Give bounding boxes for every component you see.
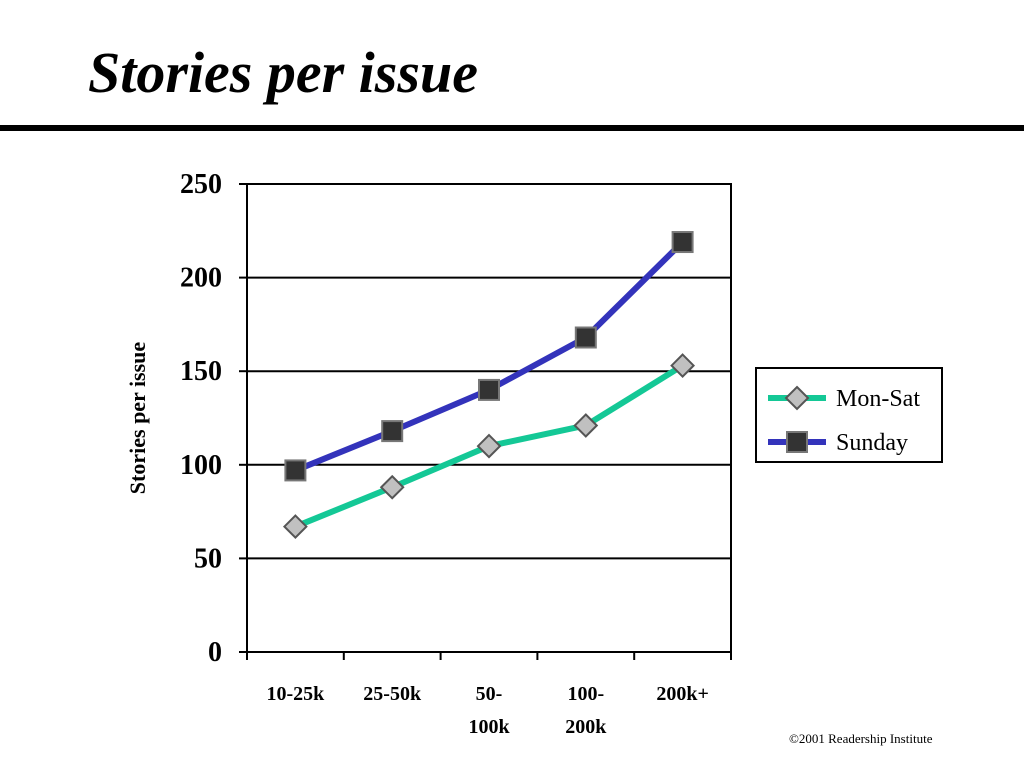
axes: 0 50 100 150 200 250 10-25k 25-50k 50-100k 100-20… [180, 169, 732, 738]
x-tick-label: 200k+ [656, 683, 709, 705]
y-tick-label: 0 [208, 637, 222, 668]
series-sunday [284, 231, 694, 482]
legend-entry: Sunday [768, 430, 908, 456]
data-point [573, 413, 599, 438]
legend-label: Mon-Sat [836, 386, 920, 412]
x-tick-label: 100-200k [565, 683, 607, 738]
data-point [284, 459, 307, 482]
data-point [381, 420, 404, 443]
data-point [478, 378, 500, 401]
data-point [476, 433, 502, 459]
slide-title: Stories per issue [88, 40, 478, 105]
data-point [670, 353, 696, 378]
data-point [574, 326, 597, 349]
legend-marker [786, 431, 808, 453]
y-tick-label: 250 [180, 169, 222, 200]
copyright-footer: ©2001 Readership Institute [789, 731, 933, 746]
y-tick-label: 50 [194, 543, 222, 574]
y-tick-label: 200 [180, 263, 222, 294]
x-tick-label: 25-50k [363, 683, 422, 705]
series-mon-sat [282, 353, 696, 539]
legend-entry: Mon-Sat [768, 385, 920, 412]
data-point [282, 514, 308, 539]
plot-area [246, 183, 732, 653]
y-tick-label: 150 [180, 356, 222, 387]
legend: Mon-Sat Sunday [755, 367, 943, 463]
y-axis-label: Stories per issue [125, 342, 150, 495]
x-tick-label: 10-25k [267, 683, 326, 705]
title-divider [0, 125, 1024, 131]
legend-label: Sunday [836, 430, 908, 456]
y-tick-label: 100 [180, 450, 222, 481]
data-point [671, 231, 694, 254]
gridlines [247, 276, 731, 560]
data-point [379, 474, 405, 500]
legend-marker [784, 385, 810, 411]
series-layer [282, 231, 696, 539]
x-tick-label: 50-100k [468, 683, 510, 738]
